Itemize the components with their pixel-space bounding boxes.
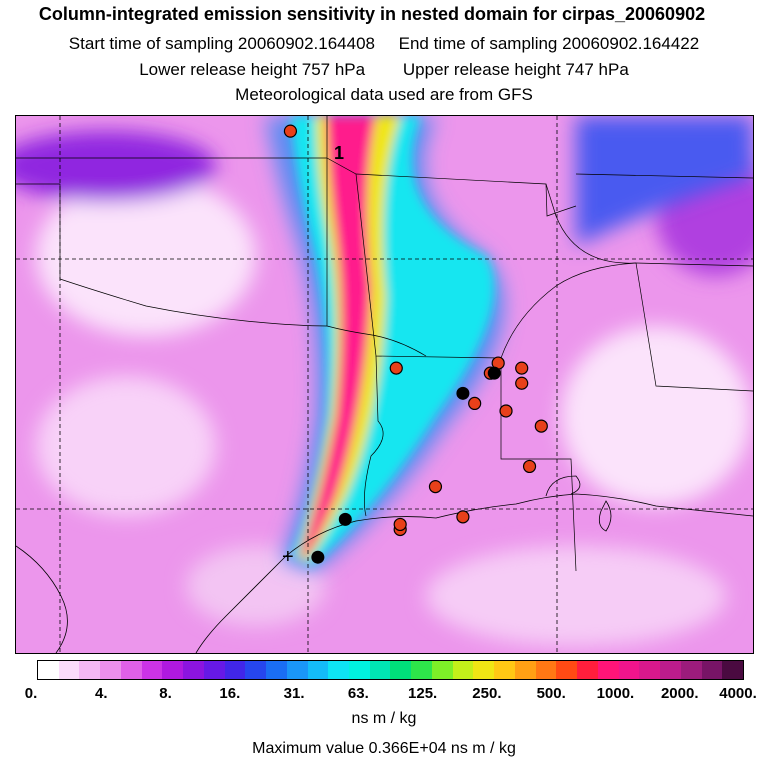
colorbar-tick-label: 125. bbox=[408, 685, 438, 702]
colorbar-swatch bbox=[79, 661, 101, 679]
sampling-site-marker bbox=[468, 396, 482, 411]
station-marker bbox=[456, 386, 470, 400]
colorbar-swatch bbox=[58, 661, 80, 679]
colorbar-tick-label: 1000. bbox=[596, 685, 635, 702]
colorbar-swatch bbox=[680, 661, 702, 679]
colorbar-swatch bbox=[183, 661, 204, 679]
end-time: End time of sampling 20060902.164422 bbox=[398, 34, 700, 53]
colorbar-swatch bbox=[597, 661, 619, 679]
sampling-site-marker bbox=[515, 376, 529, 390]
colorbar-tick-label: 2000. bbox=[660, 685, 699, 702]
release-heights: Lower release height 757 hPa Upper relea… bbox=[0, 60, 768, 80]
colorbar-tick-label: 500. bbox=[536, 685, 566, 702]
colorbar-swatch bbox=[452, 661, 474, 679]
lower-release-height: Lower release height 757 hPa bbox=[139, 60, 366, 79]
colorbar-swatch bbox=[660, 661, 681, 679]
plume-label: 1 bbox=[334, 143, 344, 163]
colorbar-swatch bbox=[535, 661, 557, 679]
low-sensitivity-patches bbox=[16, 131, 753, 646]
colorbar-swatch bbox=[411, 661, 432, 679]
sampling-times: Start time of sampling 20060902.164408 E… bbox=[0, 34, 768, 54]
colorbar-tick-label: 4. bbox=[95, 685, 108, 702]
colorbar-tick-label: 31. bbox=[283, 685, 305, 702]
colorbar-swatch bbox=[701, 661, 723, 679]
sampling-site-marker bbox=[515, 361, 529, 375]
sampling-site-marker bbox=[393, 517, 407, 532]
colorbar-swatch bbox=[431, 661, 453, 679]
sampling-site-marker bbox=[456, 510, 470, 524]
grid-lines bbox=[16, 116, 753, 653]
map-title: Column-integrated emission sensitivity i… bbox=[38, 4, 706, 24]
met-data-note: Meteorological data used are from GFS bbox=[235, 85, 533, 104]
sampling-site-marker bbox=[389, 361, 403, 375]
colorbar-tick-label: 4000. bbox=[719, 685, 757, 702]
colorbar-swatch bbox=[38, 661, 59, 679]
coastline bbox=[16, 475, 753, 653]
colorbar-swatch bbox=[618, 661, 640, 679]
sampling-site-marker bbox=[522, 459, 537, 474]
release-point-marker: + bbox=[282, 546, 294, 568]
emission-sensitivity-map: 1 + bbox=[15, 115, 754, 654]
colorbar-swatch bbox=[556, 661, 578, 679]
site-markers bbox=[283, 124, 548, 564]
station-marker bbox=[311, 550, 325, 564]
plume-body bbox=[291, 116, 495, 566]
sampling-site-marker bbox=[499, 404, 513, 418]
sampling-site-marker bbox=[534, 419, 548, 433]
colorbar-tick-label: 16. bbox=[219, 685, 241, 702]
colorbar-swatch bbox=[473, 661, 495, 679]
colorbar-swatch bbox=[307, 661, 329, 679]
colorbar-swatch bbox=[245, 661, 267, 679]
state-boundaries bbox=[16, 116, 753, 572]
start-time: Start time of sampling 20060902.164408 bbox=[68, 34, 376, 53]
colorbar-swatch bbox=[328, 661, 350, 679]
colorbar-swatch bbox=[349, 661, 370, 679]
colorbar-swatch bbox=[266, 661, 287, 679]
colorbar-units: ns m / kg bbox=[351, 710, 417, 727]
colorbar-swatch bbox=[120, 661, 142, 679]
sampling-site-marker bbox=[428, 480, 443, 494]
colorbar-swatch bbox=[162, 661, 184, 679]
colorbar-tick-label: 250. bbox=[472, 685, 502, 702]
colorbar-swatch bbox=[100, 661, 121, 679]
colorbar-swatch bbox=[369, 661, 391, 679]
station-marker bbox=[338, 512, 352, 526]
maximum-value: Maximum value 0.366E+04 ns m / kg bbox=[252, 740, 516, 757]
colorbar-swatch bbox=[722, 661, 743, 679]
colorbar-tick-label: 63. bbox=[347, 685, 369, 702]
colorbar-swatch bbox=[514, 661, 536, 679]
colorbar-swatch bbox=[577, 661, 598, 679]
colorbar-swatch bbox=[203, 661, 225, 679]
upper-release-height: Upper release height 747 hPa bbox=[402, 60, 629, 79]
sampling-site-marker bbox=[283, 124, 298, 138]
colorbar-swatch bbox=[141, 661, 163, 679]
station-marker bbox=[487, 366, 501, 380]
colorbar bbox=[37, 660, 744, 680]
colorbar-swatch bbox=[639, 661, 661, 679]
colorbar-tick-label: 8. bbox=[159, 685, 172, 702]
colorbar-swatch bbox=[494, 661, 515, 679]
colorbar-swatch bbox=[286, 661, 308, 679]
colorbar-swatch bbox=[390, 661, 412, 679]
colorbar-tick-label: 0. bbox=[24, 685, 38, 702]
colorbar-swatch bbox=[224, 661, 246, 679]
